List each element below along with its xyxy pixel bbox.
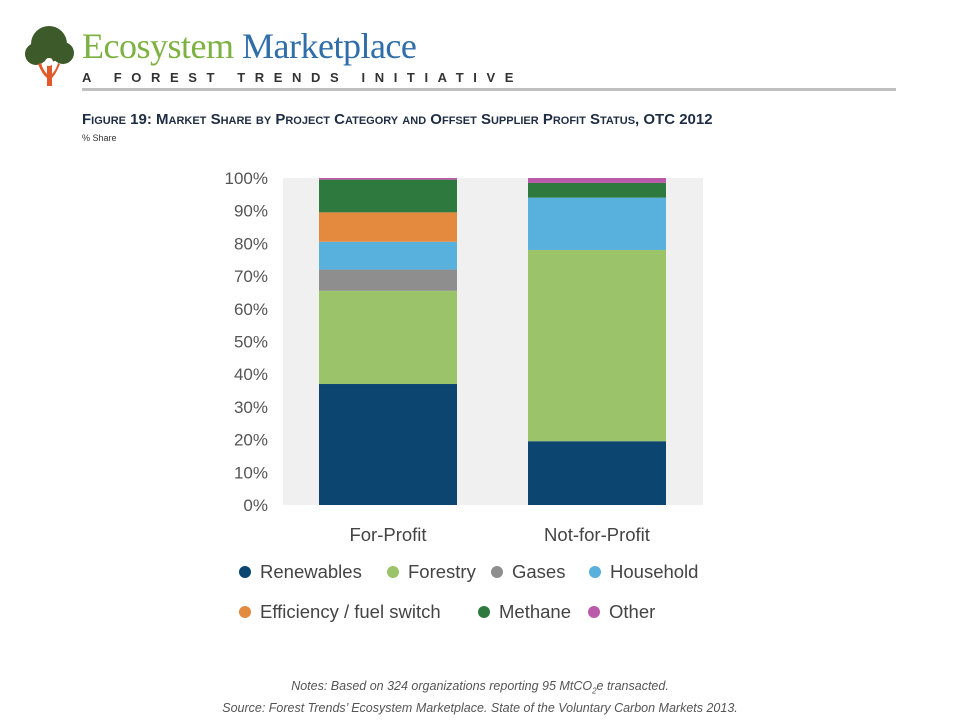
brand-name: Ecosystem Marketplace (82, 26, 417, 66)
legend-marker (588, 606, 600, 618)
figure-title: Figure 19: Market Share by Project Categ… (82, 111, 713, 128)
bar-segment-forestry (528, 249, 666, 442)
figure-subtitle: % Share (82, 133, 117, 143)
header-divider (82, 88, 896, 91)
legend-marker (478, 606, 490, 618)
notes-text-end: e transacted. (596, 679, 669, 693)
y-tick-label: 60% (234, 300, 268, 319)
y-tick-label: 10% (234, 463, 268, 482)
y-tick-label: 20% (234, 431, 268, 450)
legend-marker (239, 606, 251, 618)
notes-text: Notes: Based on 324 organizations report… (291, 679, 593, 693)
y-tick-label: 90% (234, 202, 268, 221)
figure-notes: Notes: Based on 324 organizations report… (0, 678, 960, 717)
bar-segment-efficiency-fuel-switch (319, 212, 457, 242)
legend-marker (239, 566, 251, 578)
brand-tagline: A FOREST TRENDS INITIATIVE (82, 70, 523, 85)
bar-segment-other (528, 178, 666, 183)
bar-segment-gases (319, 269, 457, 291)
bar-segment-methane (319, 179, 457, 213)
legend-marker (589, 566, 601, 578)
y-tick-label: 0% (243, 496, 268, 515)
notes-line-1: Notes: Based on 324 organizations report… (0, 678, 960, 700)
notes-source: Source: Forest Trends’ Ecosystem Marketp… (222, 700, 738, 715)
bar-segment-renewables (528, 441, 666, 505)
bar-segment-renewables (319, 384, 457, 505)
bar-segment-methane (528, 182, 666, 198)
y-tick-label: 70% (234, 267, 268, 286)
y-tick-label: 50% (234, 333, 268, 352)
y-tick-label: 80% (234, 234, 268, 253)
legend-label: Renewables (260, 561, 362, 582)
x-tick-label: For-Profit (349, 524, 426, 545)
legend-label: Efficiency / fuel switch (260, 601, 441, 622)
stacked-bar-chart: 0% 10% 20% 30% 40% 50% 60% 70% 80% 90% 100% For-Pro… (225, 169, 703, 622)
bar-segment-forestry (319, 290, 457, 385)
legend-marker (387, 566, 399, 578)
y-tick-label: 100% (225, 169, 268, 188)
legend-label: Household (610, 561, 698, 582)
ecosystem-marketplace-logo-icon (25, 26, 74, 86)
legend-label: Other (609, 601, 655, 622)
legend-marker (491, 566, 503, 578)
bar-segment-household (528, 197, 666, 250)
x-tick-label: Not-for-Profit (544, 524, 650, 545)
brand-name-part1: Ecosystem (82, 26, 234, 66)
notes-subscript: 2 (592, 686, 597, 696)
brand-name-part2: Marketplace (241, 26, 417, 66)
y-tick-label: 30% (234, 398, 268, 417)
legend-label: Gases (512, 561, 565, 582)
y-tick-label: 40% (234, 365, 268, 384)
bar-segment-household (319, 241, 457, 270)
legend-label: Methane (499, 601, 571, 622)
bar-segment-other (319, 178, 457, 180)
legend-label: Forestry (408, 561, 477, 582)
